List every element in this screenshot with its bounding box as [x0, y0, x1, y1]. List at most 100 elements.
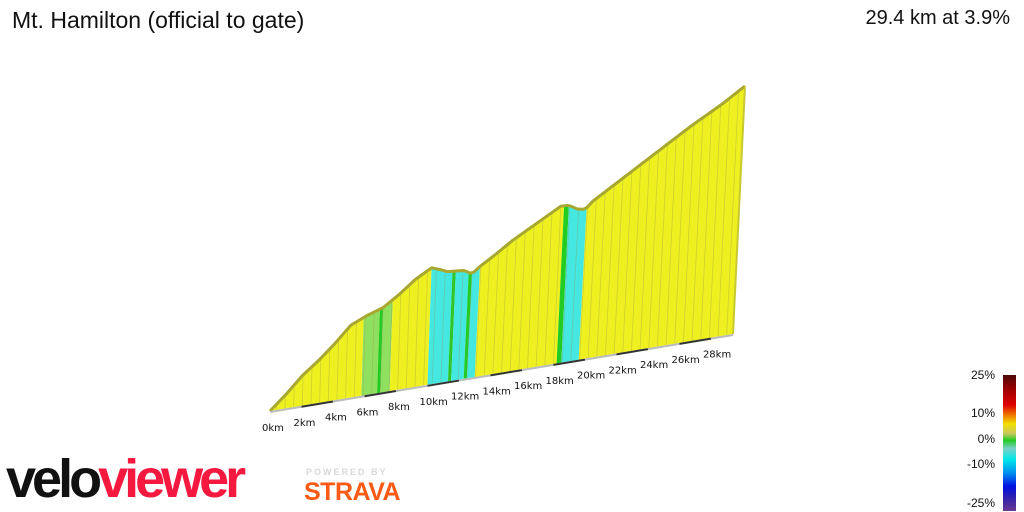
baseline-band — [301, 400, 334, 408]
profile-segment-climb — [578, 86, 745, 360]
profile-stripe — [674, 130, 686, 344]
profile-stripe — [379, 307, 384, 393]
profile-stripe — [708, 104, 722, 338]
baseline-band — [553, 358, 586, 366]
profile-stripe — [483, 258, 491, 376]
profile-stripe — [336, 339, 340, 400]
profile-stripe — [622, 171, 633, 353]
profile-end-edge — [732, 85, 746, 335]
profile-stripe — [631, 164, 642, 351]
x-tick-label: 0km — [262, 423, 284, 434]
profile-stripe — [509, 237, 517, 372]
strava-logo: STRAVA — [304, 478, 401, 506]
legend-label-minus-10: -10% — [966, 457, 995, 471]
baseline-band — [364, 390, 397, 398]
x-tick-label: 2km — [293, 418, 315, 429]
x-tick-label: 14km — [482, 386, 510, 397]
profile-stripe — [726, 91, 739, 336]
baseline-band — [395, 384, 428, 393]
profile-stripe — [561, 205, 571, 363]
profile-stripe — [345, 328, 348, 399]
logo-velo: velo — [6, 449, 102, 509]
baseline-band — [427, 379, 460, 387]
profile-stripe — [535, 218, 544, 367]
profile-stripe — [553, 206, 562, 364]
profile-stripe — [579, 206, 588, 360]
baseline-band — [647, 342, 680, 351]
profile-stripe — [319, 358, 322, 403]
x-tick-label: 18km — [545, 376, 573, 387]
profile-segment-gentle — [380, 299, 393, 393]
segment-title: Mt. Hamilton (official to gate) — [12, 7, 305, 33]
legend-label-10: 10% — [970, 406, 995, 420]
profile-segment-descent — [451, 270, 469, 381]
profile-stripe — [293, 384, 295, 408]
profile-stripe — [475, 265, 482, 377]
profile-stripe — [501, 244, 508, 373]
profile-stripe — [648, 150, 659, 349]
x-tick-label: 28km — [703, 350, 731, 361]
profile-stripe — [414, 277, 420, 387]
profile-segment-climb — [389, 267, 432, 392]
profile-stripe — [301, 374, 304, 406]
profile-stripe — [700, 111, 713, 340]
powered-by-label: POWERED BY — [306, 467, 388, 477]
profile-stripe — [327, 348, 331, 402]
profile-stripe — [544, 212, 553, 366]
profile-stripe — [665, 137, 677, 346]
profile-stripe — [457, 270, 464, 380]
profile-stripe — [682, 123, 695, 343]
x-tick-label: 10km — [419, 397, 447, 408]
profile-stripe — [362, 316, 366, 396]
profile-stripe — [440, 270, 446, 383]
x-tick-label: 8km — [388, 402, 410, 413]
profile-stripe — [527, 225, 535, 369]
profile-stripe — [613, 178, 624, 354]
profile-stripe — [518, 231, 526, 370]
profile-stripe — [596, 191, 606, 357]
profile-stripe — [605, 184, 615, 356]
baseline-band — [332, 395, 365, 403]
profile-segment-climb — [474, 205, 565, 377]
x-tick-label: 24km — [640, 360, 668, 371]
x-tick-label: 16km — [514, 381, 542, 392]
profile-stripe — [639, 157, 651, 350]
x-tick-label: 4km — [325, 413, 347, 424]
profile-segment-gentle — [361, 309, 380, 396]
profile-ridge — [268, 84, 746, 413]
profile-segment-descent — [427, 267, 453, 385]
profile-stripe — [657, 144, 668, 347]
profile-stripe — [570, 208, 579, 361]
profile-stripe — [397, 292, 402, 390]
profile-stripe — [353, 321, 357, 397]
profile-segment-flat — [463, 272, 472, 379]
gradient-color-scale — [1003, 375, 1016, 511]
legend-label-0: 0% — [977, 432, 995, 446]
x-tick-label: 22km — [608, 365, 636, 376]
profile-stripe — [431, 268, 437, 385]
x-tick-label: 12km — [451, 392, 479, 403]
baseline-band — [269, 405, 302, 413]
segment-summary: 29.4 km at 3.9% — [865, 7, 1010, 29]
profile-stripe — [691, 117, 704, 341]
baseline-band — [679, 337, 712, 345]
profile-stripe — [466, 273, 473, 379]
baseline-band — [521, 363, 554, 372]
baseline-band — [458, 374, 491, 382]
baseline-band — [616, 348, 649, 356]
profile-segment-descent — [561, 205, 587, 363]
profile-stripe — [405, 284, 411, 389]
baseline-band — [710, 334, 734, 340]
baseline-band — [490, 369, 523, 377]
profile-stripe — [310, 366, 313, 405]
baseline-band — [584, 353, 617, 361]
profile-stripe — [449, 271, 455, 382]
profile-segment-flat — [377, 307, 384, 394]
profile-segment-descent — [466, 266, 481, 379]
legend-label-minus-25: -25% — [966, 496, 995, 510]
profile-stripe — [423, 270, 428, 386]
legend-label-25: 25% — [970, 368, 995, 382]
profile-stripe — [388, 300, 393, 392]
veloviewer-logo: veloviewer — [6, 449, 246, 509]
